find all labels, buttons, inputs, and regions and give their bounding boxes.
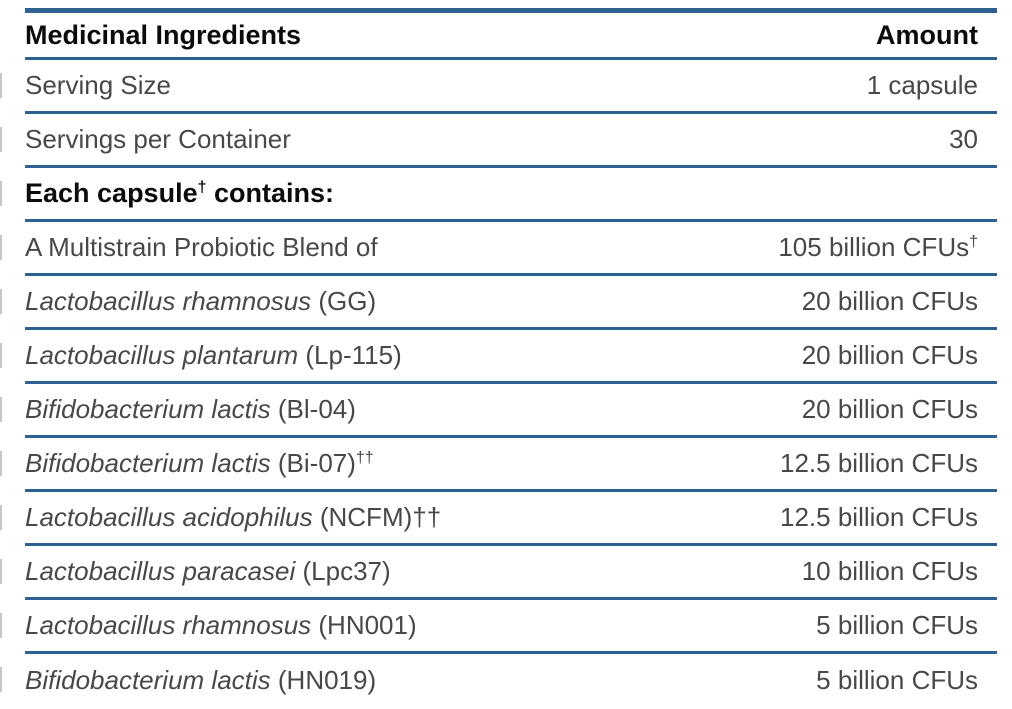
amount-value: 20 billion CFUs: [801, 394, 978, 424]
ingredient-strain-code: (NCFM)††: [312, 502, 442, 532]
amount-text: 105 billion CFUs: [778, 232, 970, 262]
ingredient-strain-code: (Bl-04): [270, 394, 356, 424]
double-dagger-superscript: ††: [355, 449, 374, 467]
amount-value: 12.5 billion CFUs: [780, 448, 978, 478]
ingredient-species-name: Lactobacillus plantarum: [25, 340, 299, 370]
row-label: Serving Size: [25, 70, 171, 100]
table-row-strain-gg: Lactobacillus rhamnosus (GG) 20 billion …: [25, 276, 997, 330]
section-heading-pre: Each capsule: [25, 178, 198, 208]
ingredient-strain-code: (HN019): [270, 664, 377, 695]
ingredient-species-name: Lactobacillus rhamnosus: [25, 610, 312, 640]
table-row-strain-ncfm: Lactobacillus acidophilus (NCFM)†† 12.5 …: [25, 492, 997, 546]
amount-value: 5 billion CFUs: [816, 664, 978, 695]
ingredient-strain-code: (Bi-07): [270, 448, 356, 478]
ingredient-species-name: Bifidobacterium lactis: [25, 448, 271, 478]
amount-value: 30: [949, 124, 978, 154]
table-row-each-capsule-contains: Each capsule† contains:: [25, 168, 997, 222]
column-header-ingredients: Medicinal Ingredients: [25, 19, 302, 50]
ingredient-species-name: Bifidobacterium lactis: [25, 664, 271, 695]
amount-value: 5 billion CFUs: [816, 610, 978, 640]
ingredient-species-name: Bifidobacterium lactis: [25, 394, 271, 424]
table-row-strain-lpc37: Lactobacillus paracasei (Lpc37) 10 billi…: [25, 546, 997, 600]
row-label: Bifidobacterium lactis (HN019): [25, 665, 376, 696]
medicinal-ingredients-table: Medicinal Ingredients Amount Serving Siz…: [25, 8, 997, 706]
row-label: Lactobacillus acidophilus (NCFM)††: [25, 502, 441, 533]
amount-value: 105 billion CFUs†: [778, 232, 997, 263]
table-row-probiotic-blend: A Multistrain Probiotic Blend of 105 bil…: [25, 222, 997, 276]
row-label: Lactobacillus plantarum (Lp-115): [25, 340, 402, 371]
section-heading: Each capsule† contains:: [25, 178, 334, 209]
table-row-serving-size: Serving Size 1 capsule: [25, 60, 997, 114]
ingredient-species-name: Lactobacillus acidophilus: [25, 502, 313, 532]
ingredient-species-name: Lactobacillus rhamnosus: [25, 286, 312, 316]
table-row-servings-per-container: Servings per Container 30: [25, 114, 997, 168]
amount-value: 10 billion CFUs: [801, 556, 978, 586]
table-row-strain-bl04: Bifidobacterium lactis (Bl-04) 20 billio…: [25, 384, 997, 438]
table-row-strain-hn019: Bifidobacterium lactis (HN019) 5 billion…: [25, 654, 997, 706]
amount-value: 20 billion CFUs: [801, 340, 978, 370]
row-label: Lactobacillus rhamnosus (HN001): [25, 610, 417, 641]
table-row-strain-bi07: Bifidobacterium lactis (Bi-07)†† 12.5 bi…: [25, 438, 997, 492]
table-row-strain-lp115: Lactobacillus plantarum (Lp-115) 20 bill…: [25, 330, 997, 384]
ingredient-strain-code: (Lp-115): [298, 340, 402, 370]
row-label: Bifidobacterium lactis (Bi-07)††: [25, 448, 374, 479]
ingredient-strain-code: (GG): [311, 286, 377, 316]
row-label: Lactobacillus paracasei (Lpc37): [25, 556, 391, 587]
column-header-amount: Amount: [876, 19, 978, 50]
table-row-strain-hn001: Lactobacillus rhamnosus (HN001) 5 billio…: [25, 600, 997, 654]
amount-value: 20 billion CFUs: [801, 286, 978, 316]
table-header-row: Medicinal Ingredients Amount: [25, 13, 997, 60]
amount-value: 1 capsule: [866, 70, 978, 100]
dagger-superscript: †: [197, 179, 207, 196]
row-label: Bifidobacterium lactis (Bl-04): [25, 394, 356, 425]
dagger-superscript: †: [969, 233, 978, 251]
row-label: Servings per Container: [25, 124, 291, 154]
amount-value: 12.5 billion CFUs: [780, 502, 978, 532]
row-label: A Multistrain Probiotic Blend of: [25, 232, 378, 262]
ingredient-species-name: Lactobacillus paracasei: [25, 556, 296, 586]
ingredient-strain-code: (Lpc37): [295, 556, 391, 586]
row-label: Lactobacillus rhamnosus (GG): [25, 286, 376, 317]
ingredient-strain-code: (HN001): [311, 610, 417, 640]
section-heading-post: contains:: [206, 178, 335, 208]
left-edge-marks: [0, 60, 2, 705]
